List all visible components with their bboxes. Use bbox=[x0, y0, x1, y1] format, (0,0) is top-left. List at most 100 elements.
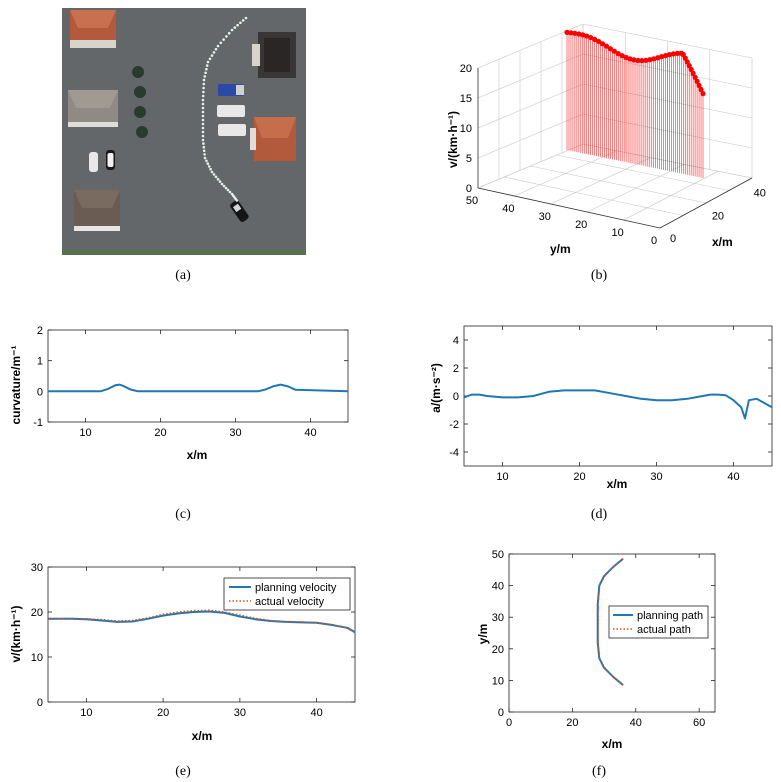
velocity-point bbox=[623, 54, 629, 61]
velocity-point bbox=[651, 56, 657, 62]
panel-a-scene bbox=[62, 8, 306, 255]
path-dot bbox=[210, 54, 214, 57]
axis-edge bbox=[659, 177, 753, 229]
x-tick-label: 30 bbox=[234, 707, 246, 719]
y-tick-label: 10 bbox=[31, 652, 43, 664]
path-dot bbox=[222, 38, 225, 41]
floor-grid-line bbox=[556, 154, 730, 191]
series-line bbox=[48, 383, 349, 393]
tree-icon bbox=[136, 126, 148, 138]
panel-f-xlabel: x/m bbox=[602, 737, 623, 751]
path-dot bbox=[239, 21, 242, 25]
z-tick-label: 10 bbox=[460, 123, 472, 135]
velocity-point bbox=[674, 50, 680, 57]
y-tick-label: -1 bbox=[33, 417, 43, 429]
path-dot bbox=[202, 90, 205, 94]
caption-f: (f) bbox=[592, 764, 606, 779]
velocity-point bbox=[580, 32, 586, 38]
velocity-point bbox=[564, 29, 570, 35]
x-tick-label: 20 bbox=[157, 707, 169, 719]
panel-d-ylabel: a/(m·s⁻²) bbox=[429, 363, 443, 413]
wall-grid-line bbox=[477, 143, 584, 189]
x-tick-label: 20 bbox=[712, 210, 724, 222]
velocity-point bbox=[631, 57, 637, 63]
legend-label-planning: planning velocity bbox=[255, 582, 337, 594]
velocity-point bbox=[588, 34, 594, 41]
floor-grid-line bbox=[530, 165, 707, 204]
panel-b-zlabel: v/(km·h⁻¹) bbox=[446, 111, 460, 168]
path-dot bbox=[205, 64, 209, 67]
velocity-point bbox=[639, 57, 645, 64]
velocity-point bbox=[584, 33, 590, 39]
panel-f-path-chart: 0 20 40 60 0 10 20 30 40 50 bbox=[492, 549, 716, 729]
path-dot bbox=[236, 23, 239, 27]
velocity-point bbox=[611, 48, 617, 54]
path-dot bbox=[244, 16, 248, 20]
path-dot bbox=[216, 44, 220, 48]
caption-d: (d) bbox=[591, 507, 608, 522]
velocity-point bbox=[662, 52, 669, 59]
velocity-point bbox=[692, 74, 698, 80]
x-tick-label: 40 bbox=[630, 717, 642, 729]
panel-d-acceleration-chart: 10 20 30 40 -4 -2 0 2 4 bbox=[449, 325, 773, 483]
velocity-point bbox=[627, 56, 633, 62]
panel-e-xlabel: x/m bbox=[192, 729, 213, 743]
plot-area bbox=[47, 329, 349, 423]
velocity-point bbox=[595, 38, 602, 45]
series-planning-velocity bbox=[48, 610, 356, 634]
path-dot bbox=[207, 165, 211, 168]
path-dot bbox=[201, 114, 205, 118]
tree-icon bbox=[134, 106, 146, 118]
z-tick-label: 0 bbox=[466, 183, 472, 195]
x-tick-label: 40 bbox=[727, 471, 739, 483]
truck-icon bbox=[217, 105, 245, 117]
x-tick-label: 40 bbox=[311, 707, 323, 719]
x-tick-label: 20 bbox=[573, 471, 585, 483]
path-dot bbox=[201, 130, 205, 134]
panel-b-xlabel: x/m bbox=[712, 235, 733, 249]
path-dot bbox=[216, 177, 220, 181]
panel-e-velocity-chart: 10 20 30 40 0 10 20 30 bbox=[31, 562, 356, 719]
y-tick-label: 0 bbox=[651, 235, 657, 247]
panel-b-grid bbox=[477, 23, 753, 229]
car-icon bbox=[106, 150, 115, 170]
velocity-point bbox=[690, 70, 696, 76]
path-dot bbox=[209, 167, 212, 171]
y-tick-label: 40 bbox=[502, 203, 514, 215]
path-dot bbox=[230, 28, 234, 32]
y-tick-label: 30 bbox=[539, 211, 551, 223]
velocity-point bbox=[670, 51, 677, 57]
velocity-point bbox=[698, 86, 704, 93]
tree-icon bbox=[134, 86, 146, 98]
x-tick-label: 10 bbox=[79, 427, 91, 439]
x-tick-label: 10 bbox=[80, 707, 92, 719]
path-dot bbox=[228, 190, 232, 194]
path-dot bbox=[212, 51, 216, 54]
car-icon bbox=[230, 200, 249, 222]
path-dot bbox=[224, 186, 228, 190]
velocity-point bbox=[576, 31, 582, 37]
caption-b: (b) bbox=[591, 268, 608, 283]
panel-c-curvature-chart: 10 20 30 40 -1 0 1 2 bbox=[33, 325, 349, 439]
x-tick-label: 40 bbox=[754, 188, 766, 200]
path-dot bbox=[225, 35, 228, 38]
path-dot bbox=[202, 82, 206, 86]
floor-grid-line bbox=[504, 176, 684, 216]
path-dot bbox=[202, 78, 206, 82]
path-dot bbox=[205, 159, 208, 163]
path-dot bbox=[226, 188, 230, 192]
path-dot bbox=[206, 60, 210, 64]
velocity-point bbox=[686, 63, 692, 69]
path-dot bbox=[203, 156, 207, 160]
building-icon bbox=[252, 32, 296, 78]
x-tick-label: 60 bbox=[693, 717, 705, 729]
y-tick-label: 50 bbox=[492, 549, 504, 561]
velocity-point bbox=[568, 30, 574, 36]
path-dot bbox=[214, 47, 218, 51]
caption-e: (e) bbox=[175, 764, 191, 779]
legend-label-actual: actual path bbox=[637, 624, 691, 636]
velocity-point bbox=[599, 41, 606, 47]
velocity-point bbox=[591, 36, 598, 42]
velocity-point bbox=[607, 46, 613, 52]
velocity-point bbox=[603, 43, 610, 49]
